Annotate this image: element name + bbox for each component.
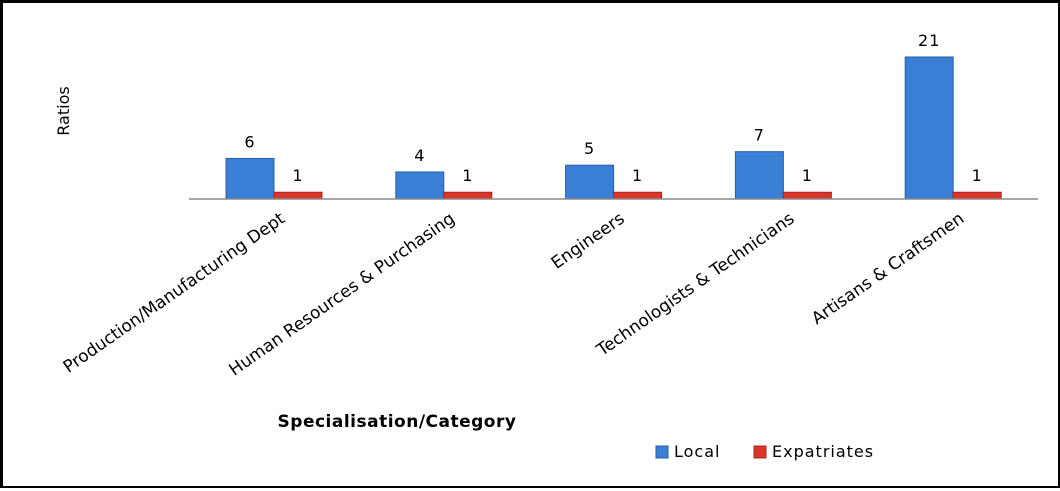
bar-expatriates-0 <box>273 191 323 200</box>
data-label-local-1: 4 <box>414 146 425 165</box>
bar-chart: Ratios 6 1 4 1 5 1 7 1 21 1 Production/Manufactur… <box>54 31 1038 461</box>
bar-expatriates-4 <box>952 191 1002 200</box>
category-label-3: Technologists & Technicians <box>593 209 799 361</box>
legend: Local Expatriates <box>655 442 874 461</box>
data-label-local-0: 6 <box>244 132 255 151</box>
data-label-expatriates-4: 1 <box>972 166 983 185</box>
legend-swatch-local <box>655 445 669 459</box>
data-label-expatriates-1: 1 <box>462 166 473 185</box>
category-label-4: Artisans & Craftsmen <box>808 209 968 329</box>
data-label-local-2: 5 <box>584 139 595 158</box>
legend-label-local: Local <box>674 442 720 461</box>
y-axis-title: Ratios <box>54 86 73 135</box>
data-label-expatriates-2: 1 <box>632 166 643 185</box>
data-label-expatriates-3: 1 <box>802 166 813 185</box>
bar-local-4 <box>904 56 954 200</box>
legend-label-expatriates: Expatriates <box>772 442 874 461</box>
bar-local-1 <box>395 171 445 200</box>
bar-expatriates-2 <box>613 191 663 200</box>
data-label-local-4: 21 <box>918 31 940 50</box>
category-label-2: Engineers <box>548 209 629 274</box>
data-label-local-3: 7 <box>754 126 765 145</box>
bar-expatriates-1 <box>443 191 493 200</box>
bar-expatriates-3 <box>782 191 832 200</box>
bar-local-3 <box>734 151 784 200</box>
bar-local-2 <box>565 164 615 200</box>
bar-local-0 <box>225 157 275 200</box>
x-axis-title: Specialisation/Category <box>278 412 517 432</box>
legend-swatch-expatriates <box>753 445 767 459</box>
data-labels-layer: 6 1 4 1 5 1 7 1 21 1 <box>244 31 983 185</box>
data-label-expatriates-0: 1 <box>292 166 303 185</box>
bars-layer <box>225 56 1002 200</box>
